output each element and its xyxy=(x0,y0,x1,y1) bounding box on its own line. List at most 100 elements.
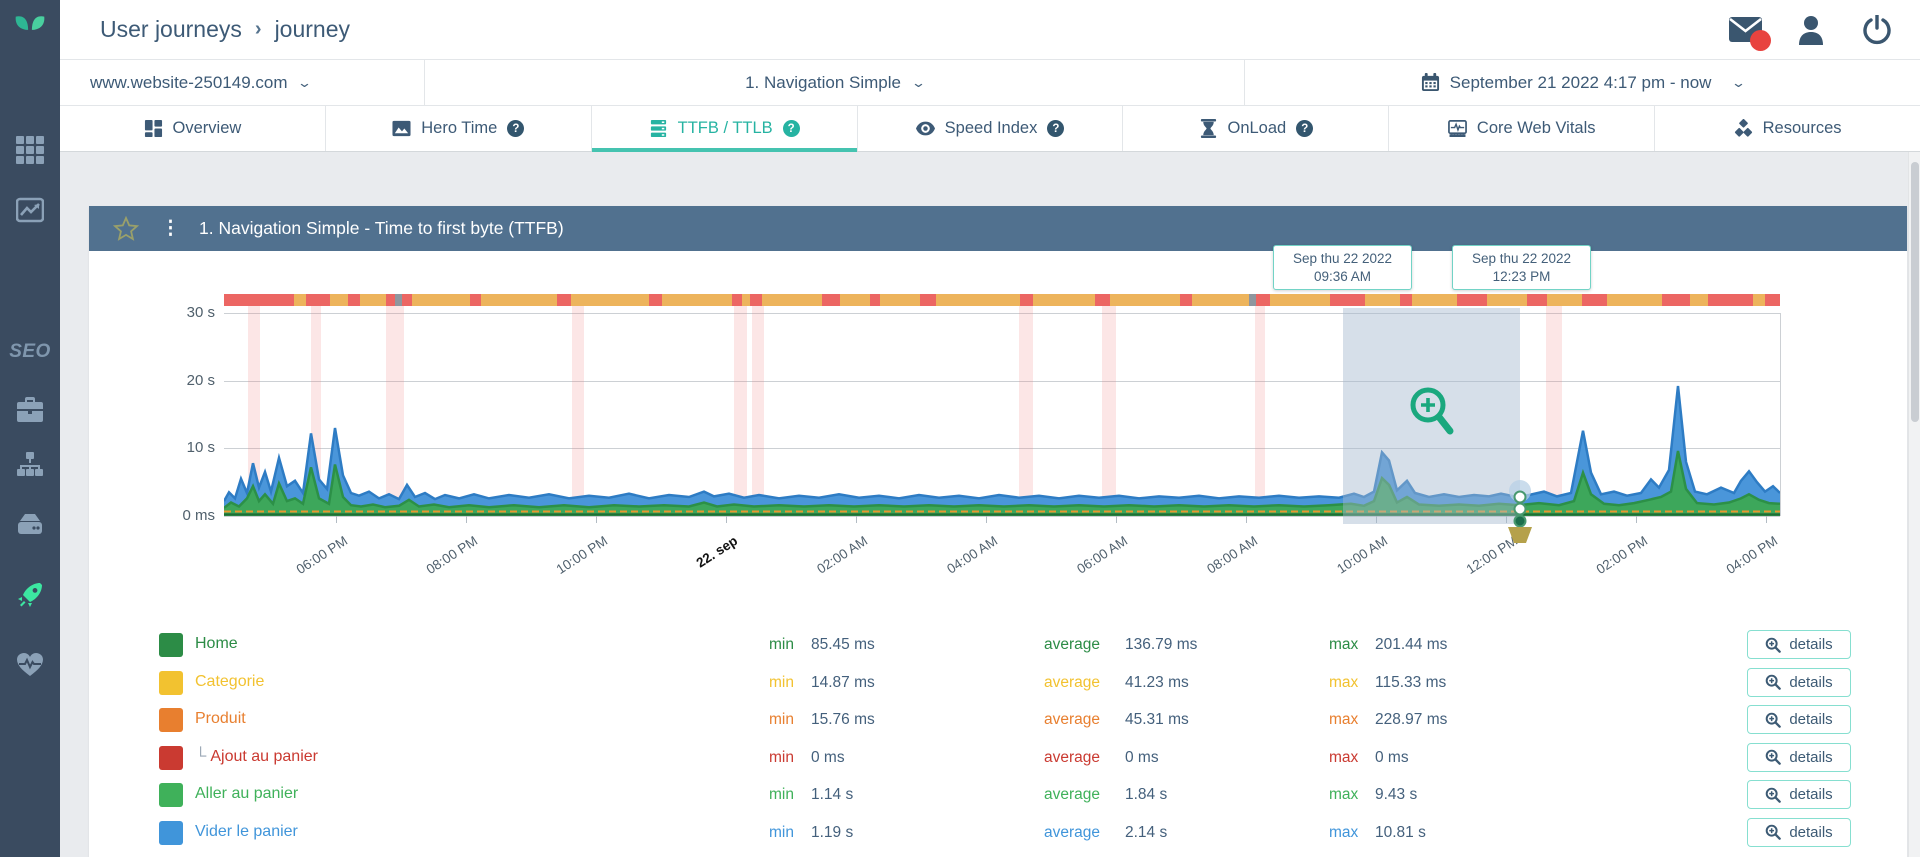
series-color-swatch xyxy=(159,820,183,845)
user-account-button[interactable] xyxy=(1793,12,1829,48)
incident-band xyxy=(311,306,321,516)
strip-error-segment xyxy=(1765,294,1780,306)
sidebar-item-grid[interactable] xyxy=(0,128,60,172)
sidebar-item-rocket[interactable] xyxy=(0,573,60,617)
messages-button[interactable] xyxy=(1727,12,1771,51)
x-axis-tick xyxy=(1376,516,1377,523)
panel-header: ⋮ 1. Navigation Simple - Time to first b… xyxy=(89,206,1907,251)
y-axis-label: 20 s xyxy=(186,372,215,389)
heart-pulse-icon xyxy=(16,651,44,679)
strip-error-segment xyxy=(1708,294,1753,306)
strip-error-segment xyxy=(470,294,481,306)
details-button[interactable]: details xyxy=(1747,667,1851,697)
seo-label: SEO xyxy=(9,341,51,362)
legend-row-ajout-au-panier: └ Ajout au panier min 0 ms average 0 ms max 0 m… xyxy=(89,740,1907,778)
series-vider-le-panier xyxy=(224,386,1780,516)
scrollbar-thumb[interactable] xyxy=(1911,162,1919,422)
min-label: min xyxy=(769,748,794,766)
panel-menu-kebab-icon[interactable]: ⋮ xyxy=(161,218,180,239)
date-range-picker[interactable]: September 21 2022 4:17 pm - now ⌄ xyxy=(1245,60,1920,105)
favorite-star-icon[interactable] xyxy=(112,215,140,242)
logout-button[interactable] xyxy=(1859,12,1895,48)
grid-icon xyxy=(16,136,44,164)
series-color-swatch xyxy=(159,745,183,770)
average-label: average xyxy=(1044,823,1101,841)
journey-dropdown[interactable]: 1. Navigation Simple ⌄ xyxy=(425,60,1245,105)
server-stack-icon xyxy=(649,119,668,138)
help-icon[interactable]: ? xyxy=(1047,120,1065,137)
status-strip[interactable] xyxy=(224,294,1780,306)
selection-drag-handle[interactable] xyxy=(1506,479,1536,545)
details-button[interactable]: details xyxy=(1747,705,1851,734)
sidebar-item-server[interactable] xyxy=(0,503,60,547)
max-value: 115.33 ms xyxy=(1375,673,1447,691)
zoom-selection-region[interactable] xyxy=(1343,308,1520,524)
min-value: 1.14 s xyxy=(811,786,854,803)
magnifier-plus-icon xyxy=(1766,637,1782,653)
app-logo-leaf-icon[interactable] xyxy=(11,9,49,47)
breadcrumb-separator-icon: › xyxy=(254,18,262,40)
time-tooltip: Sep thu 22 2022 12:23 PM xyxy=(1452,245,1591,290)
chevron-down-icon: ⌄ xyxy=(297,74,313,90)
gridline xyxy=(224,313,1780,314)
strip-error-segment xyxy=(1095,294,1110,306)
help-icon[interactable]: ? xyxy=(1296,120,1314,137)
min-label: min xyxy=(769,673,794,691)
tab-core-web-vitals[interactable]: Core Web Vitals xyxy=(1389,106,1656,151)
series-color-swatch xyxy=(159,708,183,732)
min-value: 85.45 ms xyxy=(811,636,875,653)
max-label: max xyxy=(1329,786,1359,803)
strip-error-segment xyxy=(1662,294,1690,306)
sidebar-item-analytics[interactable] xyxy=(0,188,60,232)
breadcrumb-current: journey xyxy=(274,16,350,42)
overview-icon xyxy=(144,119,163,138)
series-label: Aller au panier xyxy=(195,785,299,802)
series-aller-au-panier xyxy=(224,451,1780,516)
tab-ttfb-ttlb[interactable]: TTFB / TTLB? xyxy=(591,106,858,152)
details-button[interactable]: details xyxy=(1747,742,1851,772)
user-icon xyxy=(1799,15,1823,45)
incident-band xyxy=(572,306,584,516)
notification-badge xyxy=(1750,29,1771,51)
tab-label: Speed Index xyxy=(944,119,1038,137)
max-value: 228.97 ms xyxy=(1375,711,1448,728)
help-icon[interactable]: ? xyxy=(507,120,525,137)
strip-error-segment xyxy=(920,294,936,306)
series-plot xyxy=(224,385,1780,516)
incident-band xyxy=(734,306,747,516)
briefcase-icon xyxy=(16,396,44,424)
tab-speed-index[interactable]: Speed Index? xyxy=(858,106,1124,151)
tab-resources[interactable]: Resources xyxy=(1655,106,1920,151)
sidebar-item-sitemap[interactable] xyxy=(0,443,60,487)
strip-error-segment xyxy=(822,294,840,306)
plot-border xyxy=(1780,313,1781,516)
series-label: Produit xyxy=(195,710,246,727)
tab-label: OnLoad xyxy=(1227,119,1287,137)
breadcrumb-root[interactable]: User journeys xyxy=(100,16,242,42)
incident-band xyxy=(1546,306,1562,516)
tab-overview[interactable]: Overview xyxy=(60,106,326,151)
tab-onload[interactable]: OnLoad? xyxy=(1123,106,1390,151)
sidebar-item-seo[interactable]: SEO xyxy=(0,330,60,374)
sidebar-item-briefcase[interactable] xyxy=(0,388,60,432)
max-label: max xyxy=(1329,823,1359,841)
strip-error-segment xyxy=(870,294,880,306)
page-scrollbar[interactable] xyxy=(1908,152,1920,857)
magnifier-plus-icon xyxy=(1766,824,1782,840)
chevron-down-icon: ⌄ xyxy=(910,74,927,90)
breadcrumb: User journeys › journey xyxy=(60,16,350,43)
details-button[interactable]: details xyxy=(1747,630,1851,659)
help-icon[interactable]: ? xyxy=(782,120,800,137)
sidebar-item-heart-pulse[interactable] xyxy=(0,643,60,687)
strip-error-segment xyxy=(402,294,412,306)
details-button[interactable]: details xyxy=(1747,780,1851,809)
hourglass-icon xyxy=(1199,119,1218,138)
average-label: average xyxy=(1044,673,1101,691)
details-button[interactable]: details xyxy=(1747,817,1851,847)
legend-row-categorie: Categorie min 14.87 ms average 41.23 ms max 11… xyxy=(89,665,1907,703)
calendar-icon xyxy=(1421,73,1439,92)
tab-hero-time[interactable]: Hero Time? xyxy=(326,106,592,151)
min-label: min xyxy=(769,823,794,841)
site-dropdown[interactable]: www.website-250149.com ⌄ xyxy=(60,60,425,105)
